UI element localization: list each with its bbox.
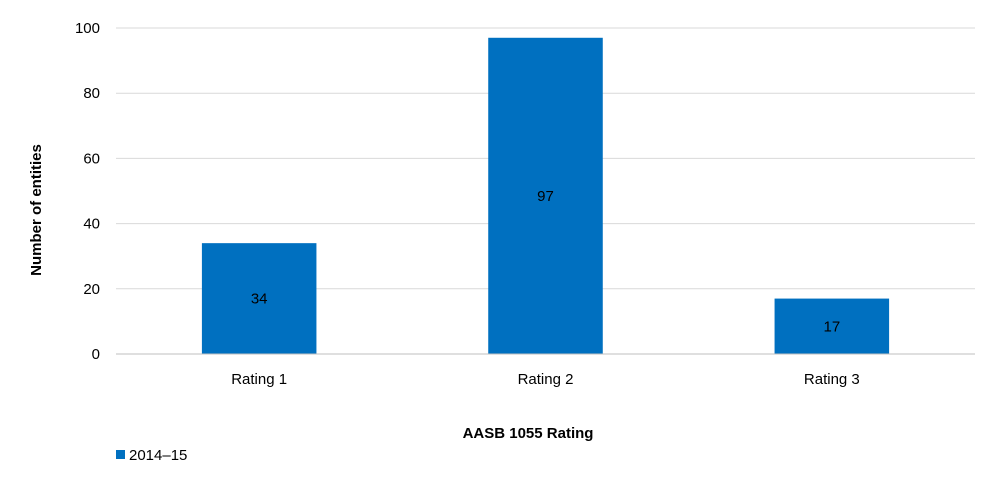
legend-swatch xyxy=(116,450,125,459)
bar xyxy=(774,298,890,354)
bars xyxy=(201,37,890,354)
bar xyxy=(201,243,317,354)
y-tick-label: 0 xyxy=(92,346,100,363)
legend-label: 2014–15 xyxy=(129,447,187,464)
data-labels: 34 97 17 xyxy=(251,188,840,335)
x-axis-ticks: Rating 1 Rating 2 Rating 3 xyxy=(231,371,860,388)
x-axis-title: AASB 1055 Rating xyxy=(463,425,594,442)
legend: 2014–15 xyxy=(116,447,187,464)
y-tick-label: 40 xyxy=(83,216,100,233)
y-axis-ticks: 0 20 40 60 80 100 xyxy=(75,20,100,363)
x-tick-label: Rating 1 xyxy=(231,371,287,388)
x-tick-label: Rating 3 xyxy=(804,371,860,388)
data-label: 97 xyxy=(537,188,554,205)
y-tick-label: 20 xyxy=(83,281,100,298)
data-label: 17 xyxy=(823,318,840,335)
y-tick-label: 100 xyxy=(75,20,100,37)
bar xyxy=(488,37,603,354)
y-tick-label: 80 xyxy=(83,85,100,102)
y-axis-title: Number of entities xyxy=(28,144,45,276)
x-tick-label: Rating 2 xyxy=(518,371,574,388)
data-label: 34 xyxy=(251,291,268,308)
y-tick-label: 60 xyxy=(83,150,100,167)
